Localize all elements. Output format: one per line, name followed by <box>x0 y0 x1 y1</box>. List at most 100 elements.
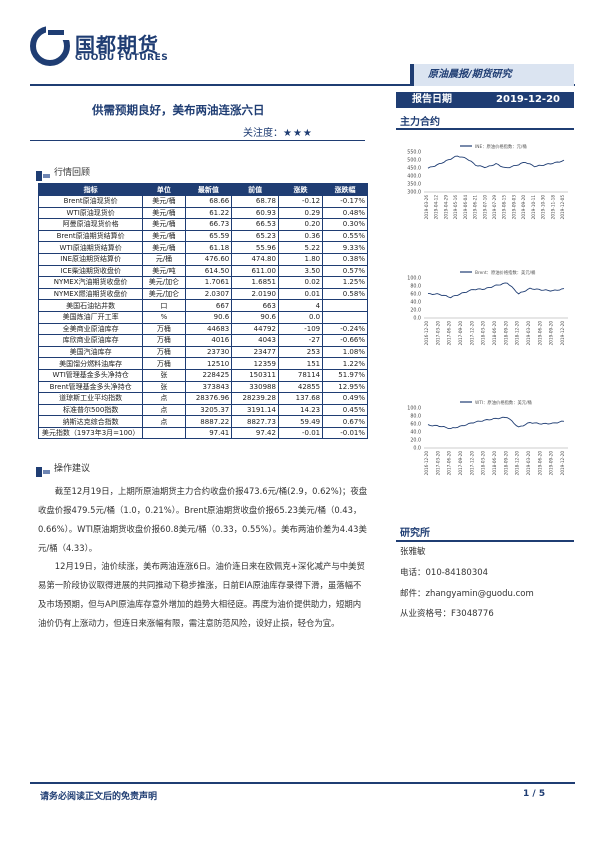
table-cell: 0.0 <box>277 310 324 324</box>
y-tick-label: 400.0 <box>407 174 421 180</box>
table-cell: 12.95% <box>322 380 368 394</box>
report-title: 供需预期良好，美布两油连涨六日 <box>92 103 265 117</box>
x-tick-label: 2019-06-21 <box>473 195 478 220</box>
table-row: 标准普尔500指数点 3205.37 3191.14 14.23 0.45% <box>37 403 368 417</box>
table-cell: 4016 <box>184 334 233 347</box>
col-previous: 前值 <box>231 183 279 196</box>
table-cell: 5.22 <box>277 241 324 254</box>
table-cell: 42855 <box>277 380 324 394</box>
y-tick-label: 500.0 <box>407 158 421 164</box>
table-cell: 点 <box>142 392 186 405</box>
table-cell: 228425 <box>184 368 233 382</box>
table-cell: 8827.73 <box>231 415 279 428</box>
x-tick-label: 2019-09-20 <box>521 195 526 220</box>
x-tick-label: 2018-06-20 <box>492 321 497 346</box>
page-number: 1 / 5 <box>523 789 546 799</box>
table-cell: 44792 <box>231 322 279 336</box>
researcher-divider <box>396 540 574 542</box>
table-cell: 0.48% <box>322 206 368 220</box>
x-tick-label: 2017-06-20 <box>447 321 452 346</box>
researcher-cert: 从业资格号：F3048776 <box>400 609 494 619</box>
y-tick-label: 450.0 <box>407 166 421 172</box>
table-cell: 2.0307 <box>184 287 233 301</box>
table-cell: Brent原油期货结算价 <box>37 229 144 243</box>
table-cell: NYMEX燃油期货收盘价 <box>37 287 144 301</box>
y-tick-label: 80.0 <box>410 284 421 290</box>
table-cell: 65.59 <box>184 229 233 243</box>
table-row: NYMEX燃油期货收盘价 美元/加仑 2.0307 2.0190 0.01 0.58% <box>37 287 368 301</box>
table-row: 道琼斯工业平均指数点 28376.96 28239.28 137.68 0.49% <box>37 392 368 405</box>
table-cell: 1.08% <box>322 345 368 359</box>
x-tick-label: 2019-03-20 <box>526 321 531 346</box>
table-cell: 美国馏分燃料油库存 <box>37 357 144 370</box>
table-cell: 0.02 <box>277 276 324 289</box>
x-tick-label: 2019-07-29 <box>492 195 497 220</box>
y-tick-label: 40.0 <box>410 430 421 436</box>
researcher-name: 张雅敏 <box>400 547 426 557</box>
table-cell: 1.6851 <box>231 276 279 289</box>
table-cell: 美元/桶 <box>142 218 186 231</box>
table-cell: 0.49% <box>322 392 368 405</box>
table-cell: 3205.37 <box>184 403 233 417</box>
table-cell: 纳斯达克综合指数 <box>37 415 144 428</box>
title-divider <box>30 140 365 141</box>
x-tick-label: 2019-06-20 <box>537 451 542 476</box>
table-cell: 12510 <box>184 357 233 370</box>
report-type-banner: 原油晨报/期货研究 <box>410 64 574 86</box>
col-change-pct: 涨跌幅 <box>322 183 368 196</box>
legend-label: WTI：原油价格指数：美元/桶 <box>475 399 532 406</box>
x-tick-label: 2018-12-20 <box>515 321 520 346</box>
table-cell: Brent原油现货价 <box>37 195 144 208</box>
y-tick-label: 20.0 <box>410 308 421 314</box>
table-cell: Brent管理基金多头净持仓 <box>37 380 144 394</box>
table-cell: 28239.28 <box>231 392 279 405</box>
table-row: NYMEX汽油期货收盘价 美元/加仑 1.7061 1.6851 0.02 1.25% <box>37 276 368 289</box>
y-tick-label: 80.0 <box>410 414 421 420</box>
advice-heading: 操作建议 <box>54 464 91 474</box>
legend-label: Brent：原油价格指数：美元/桶 <box>475 269 535 276</box>
table-row: 阿曼原油现货价格 美元/桶 66.73 66.53 0.20 0.30% <box>37 218 368 231</box>
advice-flag-icon <box>36 462 50 481</box>
ine-price-chart: INE：原油价格指数：元/桶 550.0 500.0 450.0 400.0 350.0 3… <box>407 143 568 220</box>
table-cell: 0.20 <box>277 218 324 231</box>
x-tick-label: 2017-09-20 <box>458 321 463 346</box>
table-cell: 美元/桶 <box>142 241 186 254</box>
table-cell: 张 <box>142 368 186 382</box>
table-cell: 0.36 <box>277 229 324 243</box>
x-tick-label: 2019-12-20 <box>560 451 565 476</box>
contract-divider <box>396 128 574 130</box>
x-tick-label: 2019-06-04 <box>463 195 468 220</box>
table-row: 美国炼油厂开工率% 90.6 90.6 0.0 <box>37 310 368 324</box>
x-tick-label: 2019-03-26 <box>424 195 429 220</box>
table-row: Brent原油现货价 美元/桶 68.66 68.78 -0.12 -0.17% <box>37 195 368 208</box>
table-cell: 1.80 <box>277 252 324 266</box>
table-row: INE原油期货结算价 元/桶 476.60 474.80 1.80 0.38% <box>37 252 368 266</box>
table-cell: 253 <box>277 345 324 359</box>
table-cell: 4 <box>277 299 324 312</box>
logo-mark-icon <box>30 26 72 66</box>
report-date-value: 2019-12-20 <box>496 94 560 105</box>
table-cell: 标准普尔500指数 <box>37 403 144 417</box>
table-cell: INE原油期货结算价 <box>37 252 144 266</box>
table-cell: 美元/桶 <box>142 195 186 208</box>
table-cell: 美元/吨 <box>142 264 186 278</box>
table-cell: 美国石油钻井数 <box>37 299 144 312</box>
legend-label: INE：原油价格指数：元/桶 <box>475 143 527 150</box>
table-cell: 28376.96 <box>184 392 233 405</box>
advice-paragraph-1: 截至12月19日，上期所原油期货主力合约收盘价报473.6元/桶(2.9，0.6… <box>38 486 368 553</box>
table-cell: 0.58% <box>322 287 368 301</box>
table-cell: WTI原油现货价 <box>37 206 144 220</box>
table-cell: 万桶 <box>142 345 186 359</box>
x-tick-label: 2019-09-03 <box>511 195 516 220</box>
table-row: Brent原油期货结算价 美元/桶 65.59 65.23 0.36 0.55% <box>37 229 368 243</box>
col-indicator: 指标 <box>37 183 144 196</box>
y-tick-label: 0.0 <box>413 446 421 452</box>
table-cell: 9.33% <box>322 241 368 254</box>
x-tick-label: 2018-06-20 <box>492 451 497 476</box>
review-flag-icon <box>36 166 50 185</box>
table-cell: 12359 <box>231 357 279 370</box>
researcher-email: 邮件：zhangyamin@guodu.com <box>400 589 534 599</box>
x-tick-label: 2019-03-20 <box>526 451 531 476</box>
table-cell: 点 <box>142 415 186 428</box>
table-cell: 万桶 <box>142 357 186 370</box>
